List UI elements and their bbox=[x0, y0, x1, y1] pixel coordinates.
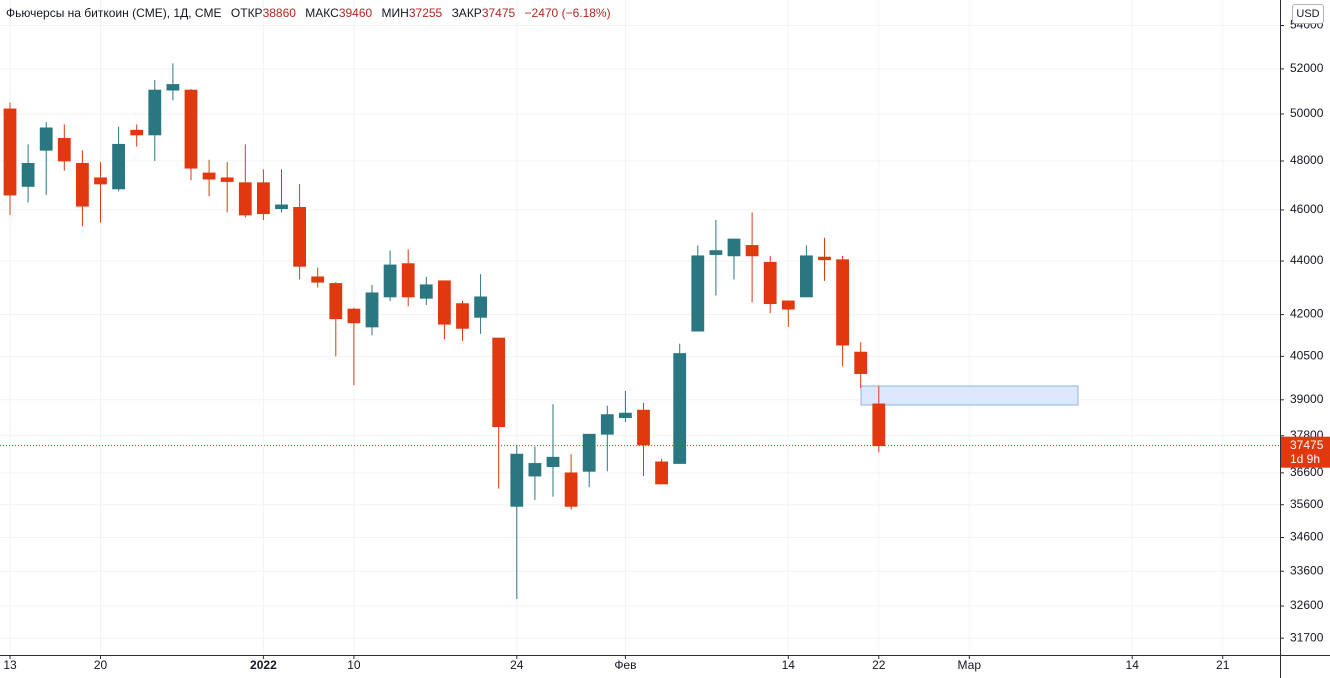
candle-body bbox=[130, 129, 144, 136]
candle-body bbox=[637, 409, 650, 446]
low-value: 37255 bbox=[408, 6, 443, 20]
candle-body bbox=[365, 292, 379, 328]
last-price-tag bbox=[1281, 436, 1330, 468]
candle-body bbox=[582, 433, 596, 472]
high-label: МАКС bbox=[305, 6, 339, 20]
candle-body bbox=[112, 143, 125, 190]
currency-button[interactable]: USD bbox=[1292, 4, 1324, 24]
candle-body bbox=[492, 337, 506, 428]
close-value: 37475 bbox=[481, 6, 516, 20]
candle-body bbox=[474, 296, 488, 318]
candle-body bbox=[872, 403, 886, 447]
candle-body bbox=[220, 177, 234, 182]
y-tick-label: 52000 bbox=[1290, 61, 1324, 75]
y-tick-label: 40500 bbox=[1290, 349, 1324, 363]
open-label: ОТКР bbox=[230, 6, 263, 20]
y-tick-label: 50000 bbox=[1290, 106, 1324, 120]
y-tick-label: 34600 bbox=[1290, 530, 1324, 544]
candle-body bbox=[763, 261, 777, 305]
candle-body bbox=[401, 263, 415, 298]
x-tick-label: Фев bbox=[614, 658, 636, 672]
candle-body bbox=[39, 127, 53, 151]
y-tick-label: 36600 bbox=[1290, 465, 1324, 479]
x-tick-label: Мар bbox=[958, 658, 982, 672]
x-tick-label: 20 bbox=[94, 658, 108, 672]
x-tick-label: 14 bbox=[782, 658, 796, 672]
candle-body bbox=[528, 463, 542, 477]
close-label: ЗАКР bbox=[451, 6, 482, 20]
candle-body bbox=[202, 172, 216, 180]
candle-body bbox=[238, 182, 252, 216]
candle-body bbox=[745, 245, 759, 257]
countdown-label: 1d 9h bbox=[1290, 452, 1320, 466]
candle-body bbox=[673, 353, 687, 464]
grid-layer bbox=[0, 0, 1280, 655]
y-tick-label: 48000 bbox=[1290, 153, 1324, 167]
candle-body bbox=[166, 84, 180, 91]
candle-body bbox=[800, 255, 813, 298]
candle-body bbox=[836, 259, 849, 346]
x-tick-label: 10 bbox=[347, 658, 361, 672]
candle-body bbox=[3, 108, 17, 196]
candle-body bbox=[311, 276, 325, 283]
y-tick-label: 39000 bbox=[1290, 392, 1324, 406]
candle-body bbox=[691, 255, 705, 332]
candle-body bbox=[419, 284, 433, 299]
y-tick-label: 33600 bbox=[1290, 563, 1324, 577]
candle-body bbox=[76, 162, 89, 207]
symbol-title: Фьючерсы на биткоин (CME), 1Д, CME bbox=[6, 6, 222, 20]
y-tick-label: 42000 bbox=[1290, 307, 1324, 321]
candle-body bbox=[854, 351, 868, 374]
axes-layer: 5400052000500004800046000440004200040500… bbox=[3, 18, 1330, 672]
y-tick-label: 31700 bbox=[1290, 630, 1324, 644]
candle-body bbox=[293, 207, 307, 267]
candle-body bbox=[456, 303, 469, 329]
candle-body bbox=[383, 264, 397, 298]
x-tick-label: 13 bbox=[3, 658, 17, 672]
candle-body bbox=[148, 89, 162, 136]
y-tick-label: 35600 bbox=[1290, 497, 1324, 511]
open-value: 38860 bbox=[262, 6, 296, 20]
x-tick-label: 14 bbox=[1126, 658, 1140, 672]
candle-body bbox=[546, 456, 560, 467]
candle-body bbox=[727, 238, 741, 257]
candle-body bbox=[655, 461, 668, 485]
candle-body bbox=[21, 162, 35, 187]
candle-body bbox=[256, 182, 270, 215]
candle-body bbox=[709, 250, 723, 255]
candle-body bbox=[329, 283, 343, 320]
y-tick-label: 46000 bbox=[1290, 202, 1324, 216]
x-tick-label: 21 bbox=[1216, 658, 1230, 672]
low-label: МИН bbox=[381, 6, 409, 20]
marks-layer bbox=[0, 63, 1280, 599]
x-tick-label: 24 bbox=[510, 658, 524, 672]
candle-body bbox=[781, 300, 795, 310]
price-zone bbox=[860, 385, 1079, 406]
candle-body bbox=[600, 414, 614, 435]
candle-body bbox=[57, 138, 71, 162]
y-tick-label: 32600 bbox=[1290, 598, 1324, 612]
legend-header: Фьючерсы на биткоин (CME), 1Д, CME ОТКР3… bbox=[6, 6, 611, 20]
candle-body bbox=[510, 453, 524, 507]
candle-body bbox=[619, 412, 632, 419]
candle-body bbox=[564, 472, 578, 507]
last-price-label: 37475 bbox=[1290, 438, 1324, 452]
candle-body bbox=[184, 89, 198, 169]
candle-body bbox=[437, 280, 451, 325]
candle-body bbox=[275, 204, 288, 210]
candle-body bbox=[818, 256, 831, 261]
candle-body bbox=[94, 177, 107, 185]
high-value: 39460 bbox=[338, 6, 373, 20]
x-tick-label: 2022 bbox=[250, 658, 277, 672]
x-tick-label: 22 bbox=[872, 658, 886, 672]
candle-body bbox=[347, 308, 361, 324]
y-tick-label: 44000 bbox=[1290, 253, 1324, 267]
change-value: −2470 (−6.18%) bbox=[524, 6, 611, 20]
